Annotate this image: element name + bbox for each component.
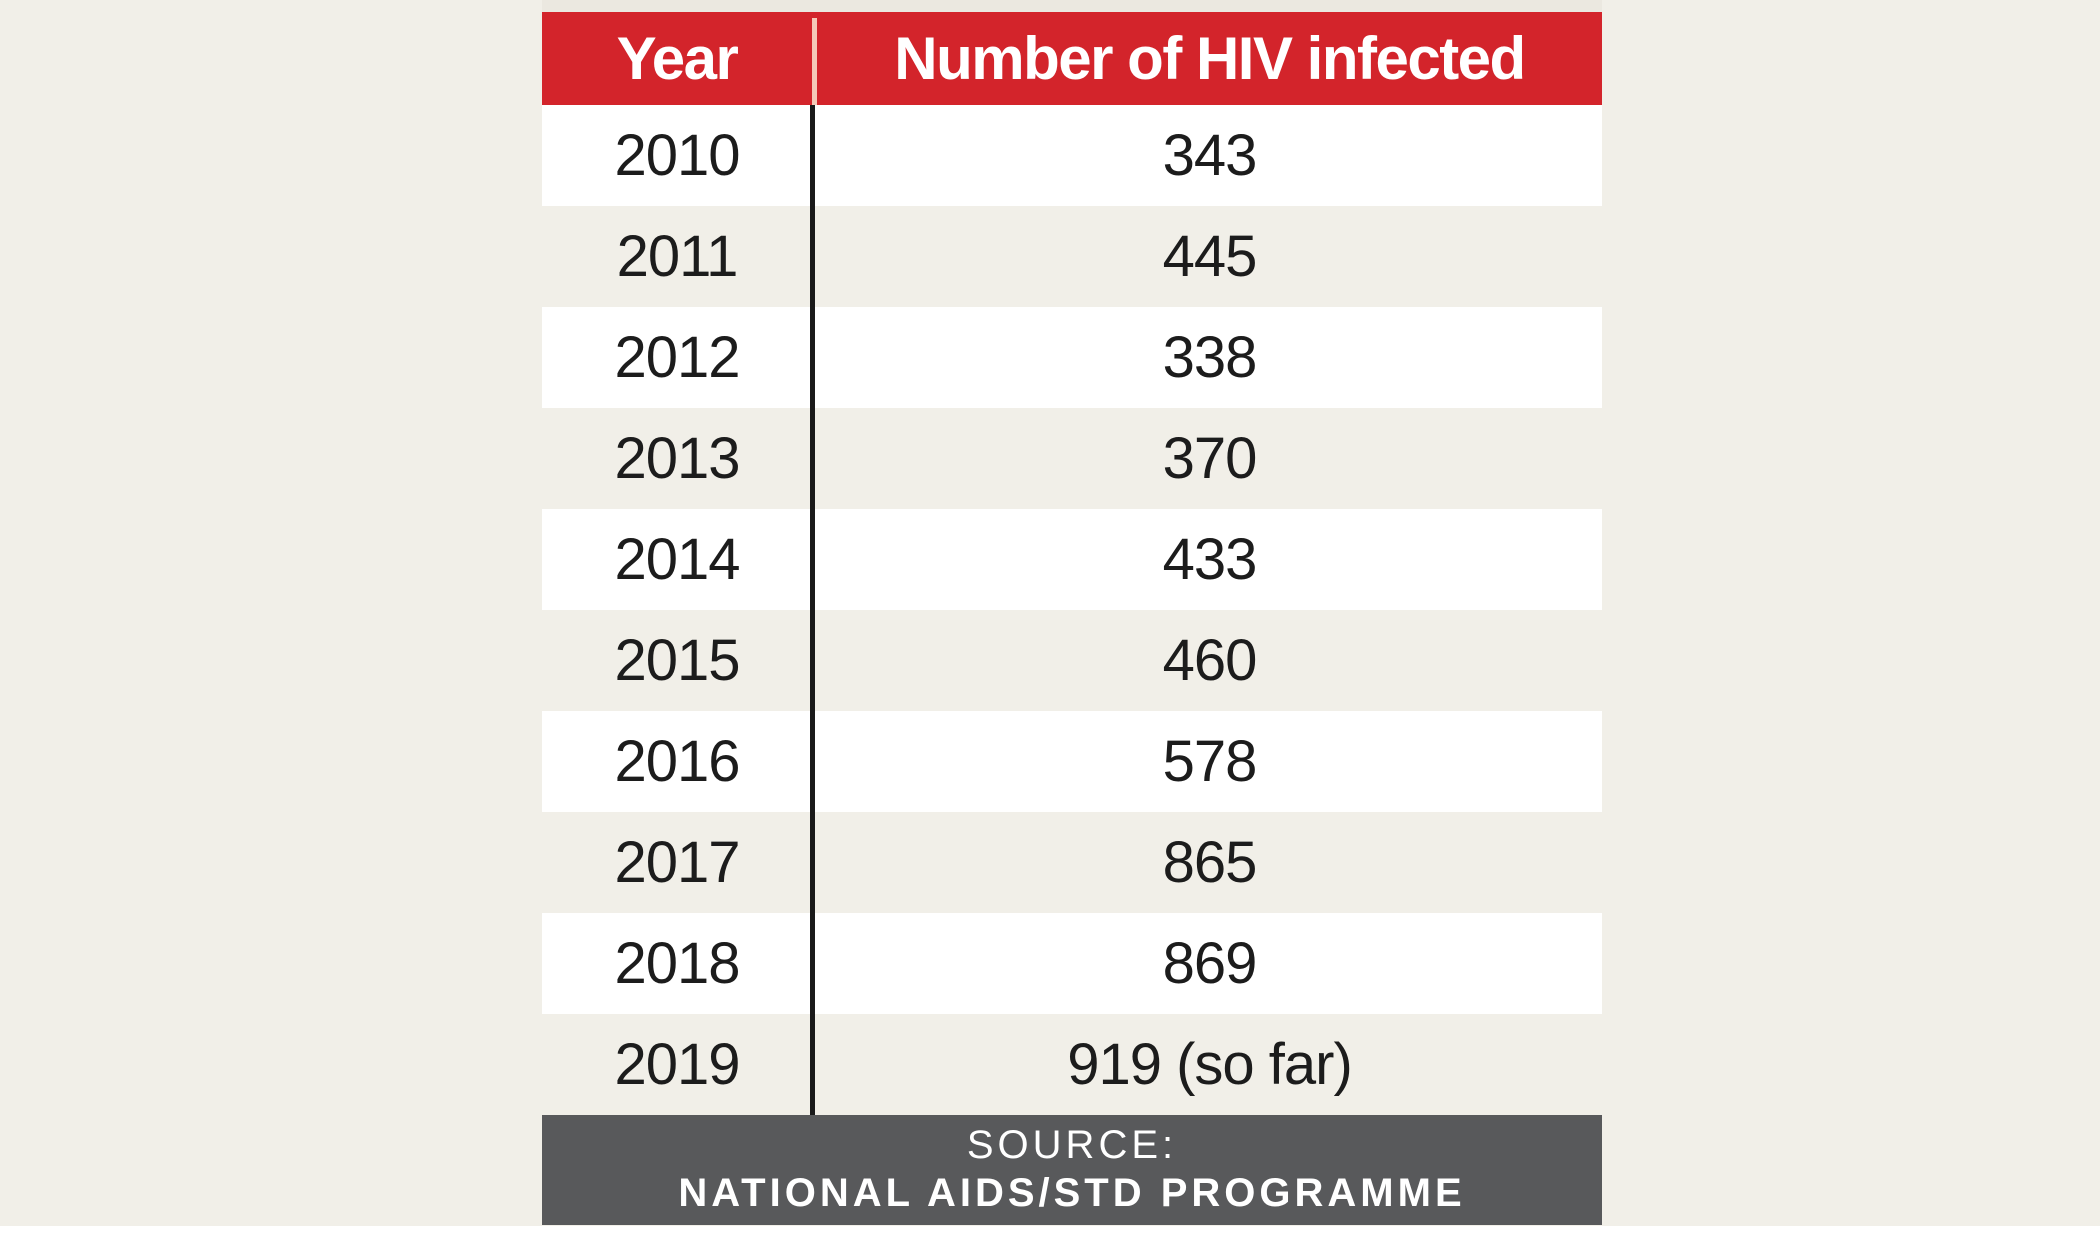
table-row: 2012 338	[542, 307, 1602, 408]
row-year: 2012	[614, 325, 740, 390]
row-value: 445	[1162, 224, 1258, 289]
hiv-table: Year Number of HIV infected 2010 343 201…	[542, 12, 1602, 1225]
table-row: 2017 865	[542, 812, 1602, 913]
header-number: Number of HIV infected	[894, 25, 1526, 92]
row-year: 2014	[614, 527, 740, 592]
table-row: 2019 919 (so far)	[542, 1014, 1602, 1115]
top-strip	[542, 0, 1602, 12]
table-row: 2013 370	[542, 408, 1602, 509]
bottom-strip	[0, 1226, 2100, 1241]
source-name: NATIONAL AIDS/STD PROGRAMME	[678, 1171, 1466, 1215]
row-year: 2015	[614, 628, 740, 693]
source-footer: SOURCE: NATIONAL AIDS/STD PROGRAMME	[542, 1115, 1602, 1225]
table-header: Year Number of HIV infected	[542, 12, 1602, 105]
row-value: 865	[1162, 830, 1258, 895]
table-row: 2016 578	[542, 711, 1602, 812]
row-year: 2010	[614, 123, 740, 188]
row-value: 338	[1162, 325, 1258, 390]
row-year: 2016	[614, 729, 740, 794]
row-value: 919 (so far)	[1067, 1032, 1353, 1097]
row-value: 578	[1162, 729, 1258, 794]
table-row: 2010 343	[542, 105, 1602, 206]
row-year: 2017	[614, 830, 740, 895]
row-value: 433	[1162, 527, 1258, 592]
row-value: 869	[1162, 931, 1258, 996]
row-year: 2019	[614, 1032, 740, 1097]
row-value: 343	[1162, 123, 1258, 188]
row-value: 370	[1162, 426, 1258, 491]
row-year: 2011	[616, 224, 739, 289]
row-value: 460	[1162, 628, 1258, 693]
column-divider	[810, 105, 815, 1115]
header-year: Year	[616, 25, 739, 92]
table-row: 2015 460	[542, 610, 1602, 711]
table-row: 2018 869	[542, 913, 1602, 1014]
header-divider	[812, 18, 817, 105]
source-label: SOURCE:	[966, 1123, 1178, 1167]
row-year: 2013	[614, 426, 740, 491]
table-row: 2014 433	[542, 509, 1602, 610]
table-body: 2010 343 2011 445 2012 338 2013 370 2014…	[542, 105, 1602, 1115]
row-year: 2018	[614, 931, 740, 996]
table-row: 2011 445	[542, 206, 1602, 307]
